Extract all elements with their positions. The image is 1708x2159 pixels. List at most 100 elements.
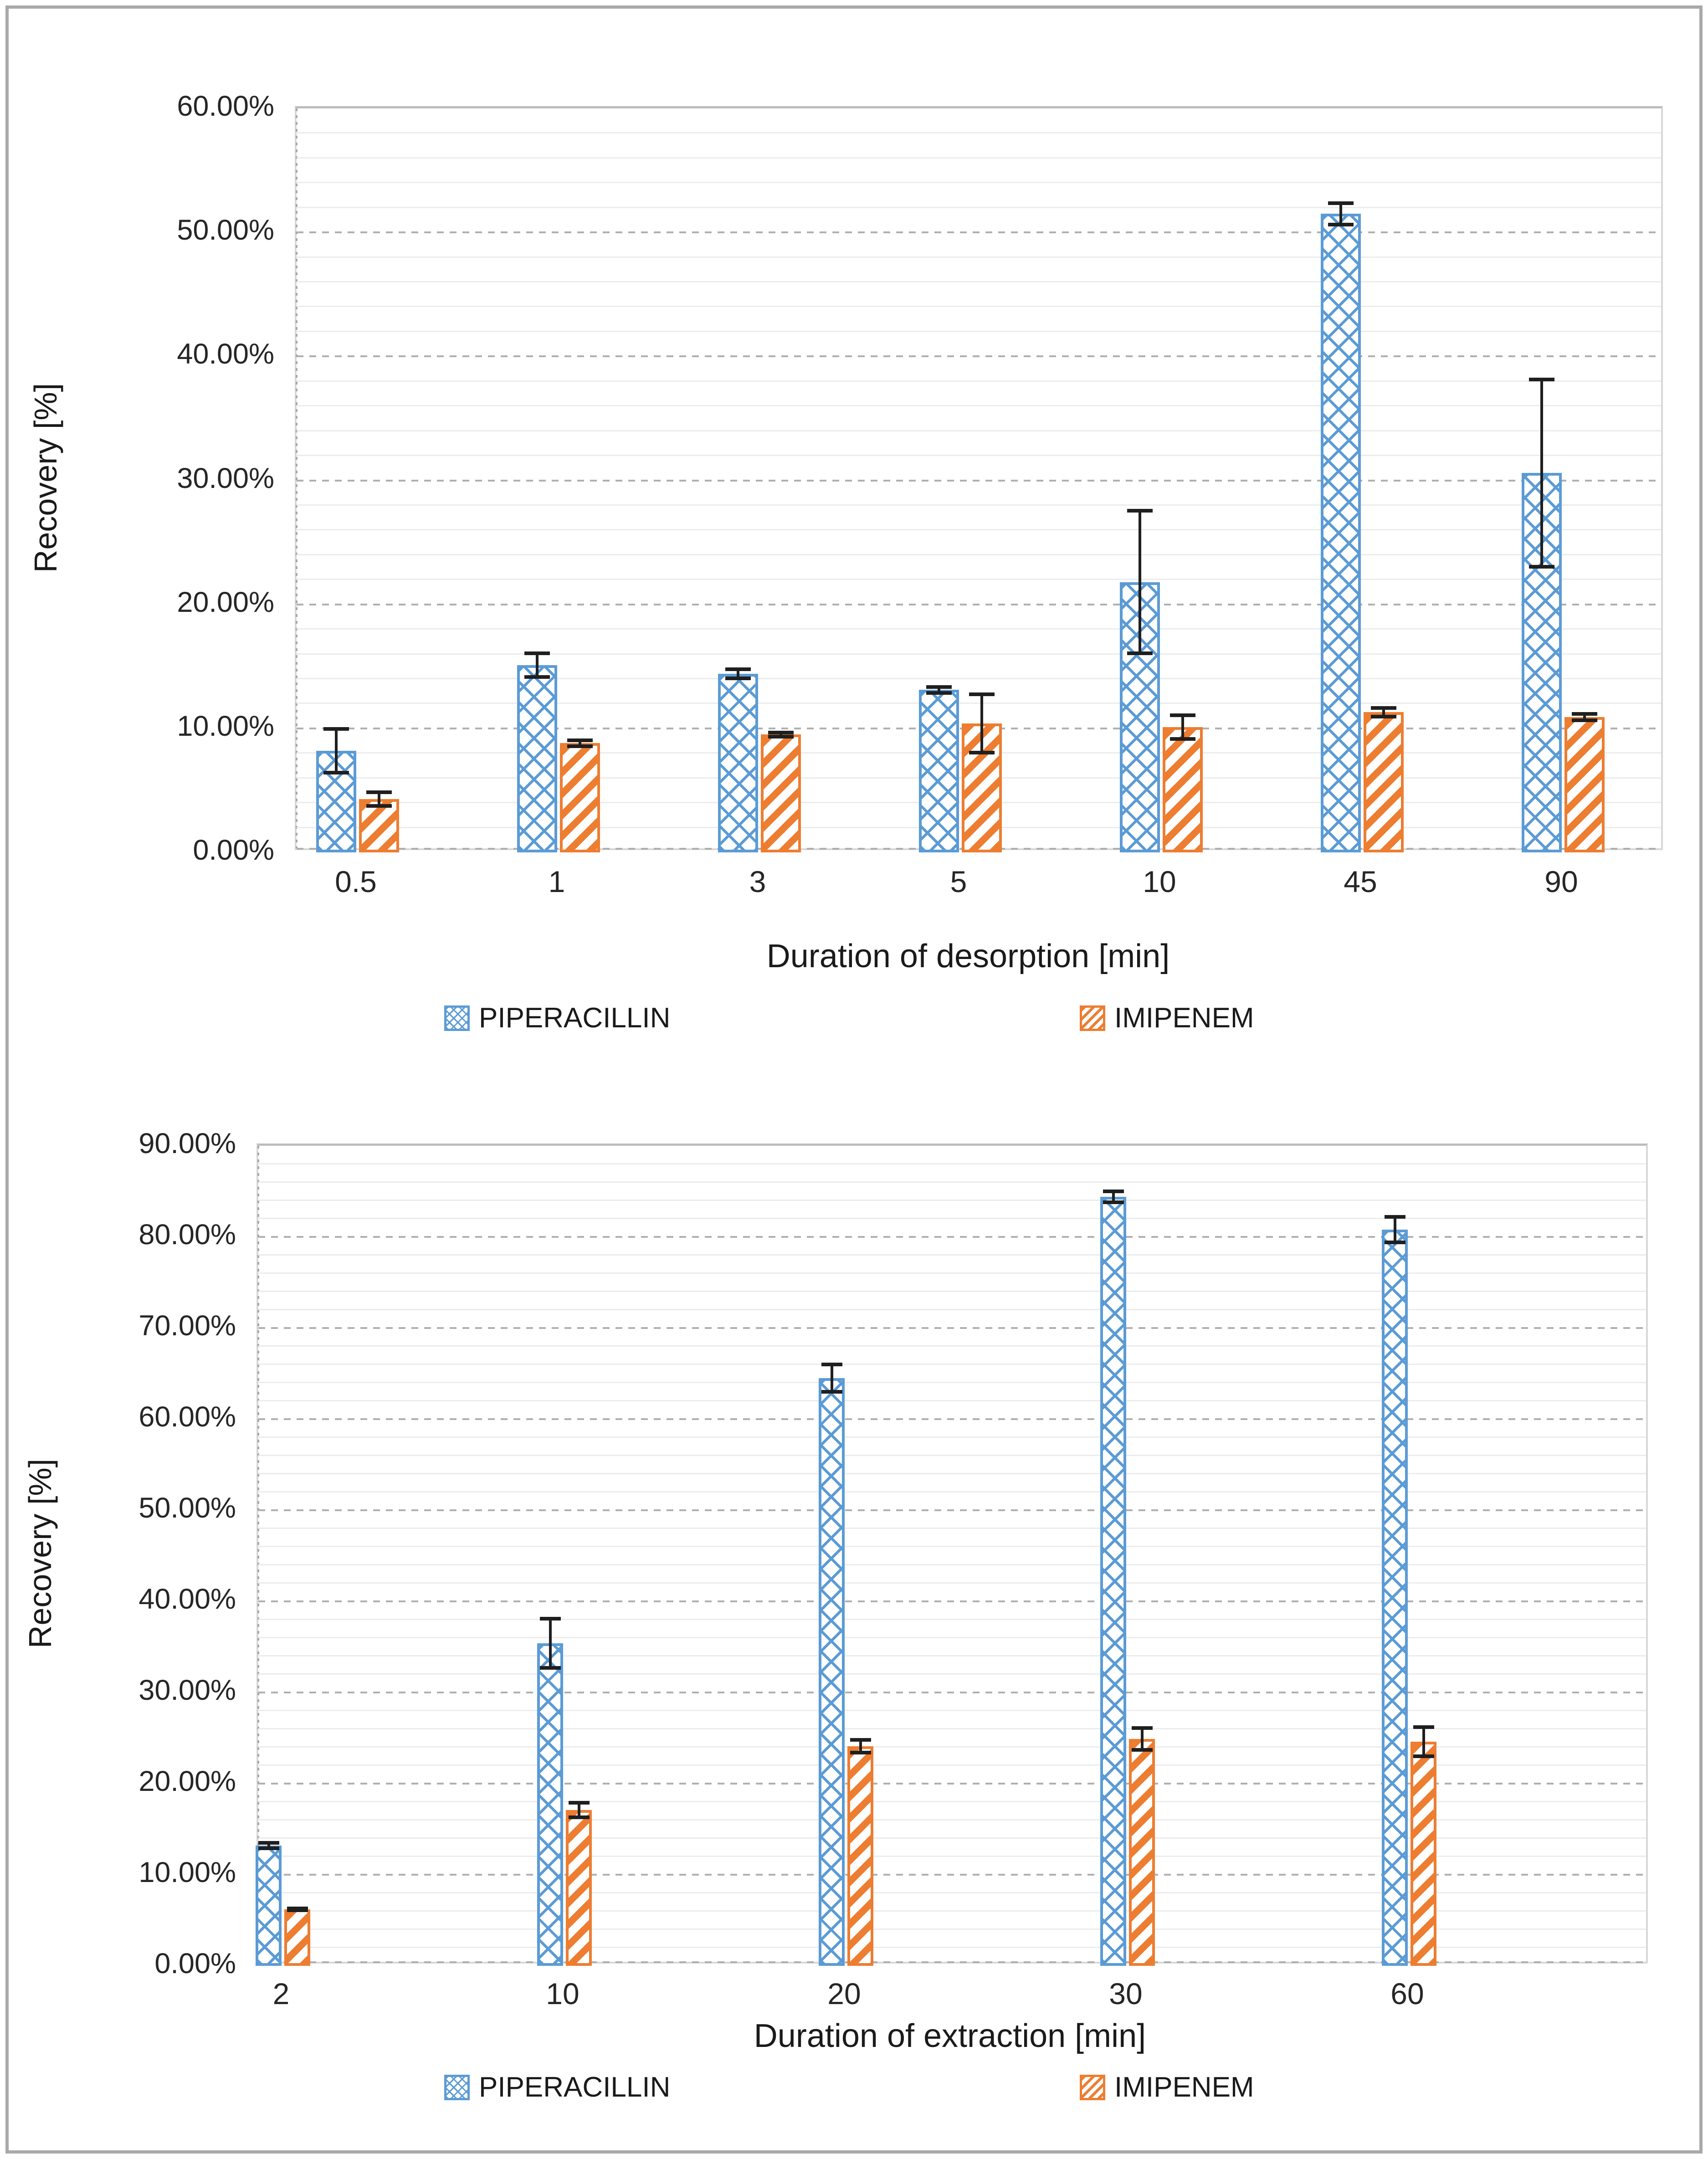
gridline-minor [297,281,1661,283]
y-tick-label-30.00%: 30.00% [138,1674,236,1706]
legend-entry-imipenem: IMIPENEM [1080,1004,1254,1033]
gridline-minor [258,1218,1646,1219]
gridline-minor [297,206,1661,208]
error-bar-imipenem-3 [768,731,794,738]
error-bar-cap-top [1529,377,1554,381]
error-bar-cap-bottom [1328,222,1354,226]
error-bar-line [938,685,940,695]
error-bar-cap-top [969,692,995,696]
panel-b-y-axis-line [257,1146,259,1962]
y-tick-label-90.00%: 90.00% [138,1128,236,1159]
error-bar-imipenem-0.5 [366,790,392,808]
gridline-minor [297,455,1661,456]
error-bar-cap-top [821,1363,842,1366]
x-category-label-10: 10 [1143,865,1176,898]
y-tick-label-0.00%: 0.00% [154,1948,236,1980]
y-tick-label-0.00%: 0.00% [193,834,274,866]
error-bar-cap-bottom [567,744,593,749]
error-bar-cap-bottom [323,770,349,774]
bar-piperacillin-1 [517,665,557,852]
error-bar-line [1393,1215,1396,1244]
error-bar-cap-top [850,1738,871,1742]
gridline-minor [258,1637,1646,1638]
gridline-minor [297,677,1661,679]
y-tick-label-80.00%: 80.00% [138,1219,236,1251]
error-bar-cap-top [1371,706,1396,710]
gridline-major [258,1600,1646,1602]
gridline-minor [258,1728,1646,1729]
bar-imipenem-1 [560,743,600,852]
bar-imipenem-20 [847,1746,873,1966]
gridline-minor [258,1746,1646,1748]
x-category-label-90: 90 [1544,865,1578,898]
x-category-label-10: 10 [546,1977,580,2010]
error-bar-line [780,731,782,738]
gridline-minor [258,1564,1646,1565]
error-bar-line [737,667,739,680]
gridline-minor [258,1436,1646,1438]
error-bar-line [335,727,338,774]
bar-piperacillin-20 [819,1378,845,1966]
gridline-minor [258,1619,1646,1620]
gridline-minor [258,1291,1646,1292]
error-bar-cap-bottom [287,1908,308,1912]
error-bar-line [378,790,380,808]
error-bar-imipenem-45 [1371,706,1396,719]
error-bar-cap-top [1170,713,1195,718]
bar-imipenem-0.5 [359,799,399,852]
bar-imipenem-90 [1564,717,1605,852]
gridline-minor [258,1710,1646,1711]
bar-piperacillin-5 [919,690,959,852]
error-bar-cap-bottom [1384,1241,1405,1244]
error-bar-cap-bottom [1103,1200,1124,1204]
error-bar-cap-bottom [1371,715,1396,719]
y-tick-label-10.00%: 10.00% [177,710,274,742]
y-tick-label-10.00%: 10.00% [138,1856,236,1888]
error-bar-piperacillin-45 [1328,201,1354,226]
bar-piperacillin-90 [1522,473,1562,852]
error-bar-cap-bottom [1170,737,1195,741]
error-bar-piperacillin-1 [524,651,550,679]
bar-piperacillin-2 [256,1846,282,1966]
bar-piperacillin-3 [718,674,758,852]
x-category-label-0.5: 0.5 [335,865,377,898]
panel-a-plot-area [295,106,1663,852]
error-bar-piperacillin-5 [926,685,952,695]
error-bar-line [1181,713,1184,741]
error-bar-piperacillin-60 [1384,1215,1405,1244]
gridline-major [258,1509,1646,1511]
error-bar-imipenem-30 [1131,1726,1153,1752]
bar-piperacillin-30 [1100,1197,1126,1966]
bar-piperacillin-60 [1382,1230,1408,1966]
legend-entry-piperacillin: PIPERACILLIN [444,2073,670,2102]
legend-label-piperacillin: PIPERACILLIN [479,2072,671,2103]
error-bar-line [1583,712,1586,723]
error-bar-cap-bottom [1572,718,1597,723]
gridline-minor [258,1272,1646,1274]
bar-imipenem-10 [566,1810,592,1966]
panel-b-x-axis-title: Duration of extraction [min] [754,2018,1146,2054]
panel-b-y-axis-title: Recovery [%] [22,1458,58,1649]
bar-imipenem-30 [1129,1739,1155,1966]
y-tick-label-20.00%: 20.00% [138,1765,236,1797]
bar-imipenem-45 [1364,712,1404,852]
y-tick-label-60.00%: 60.00% [177,90,274,122]
gridline-minor [258,1910,1646,1912]
error-bar-cap-bottom [366,804,392,808]
error-bar-cap-top [323,727,349,731]
gridline-minor [297,306,1661,308]
error-bar-cap-bottom [524,675,550,679]
error-bar-cap-bottom [969,750,995,754]
panel-b-plot-area [256,1144,1648,1966]
gridline-minor [297,653,1661,655]
legend-swatch-piperacillin [444,1005,470,1031]
panel-a-x-axis-title: Duration of desorption [min] [766,938,1170,974]
error-bar-cap-top [725,667,751,672]
error-bar-line [1112,1190,1115,1204]
error-bar-cap-bottom [258,1846,279,1850]
x-category-label-60: 60 [1390,1977,1424,2010]
gridline-minor [258,1892,1646,1893]
error-bar-cap-bottom [926,691,952,695]
gridline-minor [258,1947,1646,1948]
gridline-minor [258,1528,1646,1529]
